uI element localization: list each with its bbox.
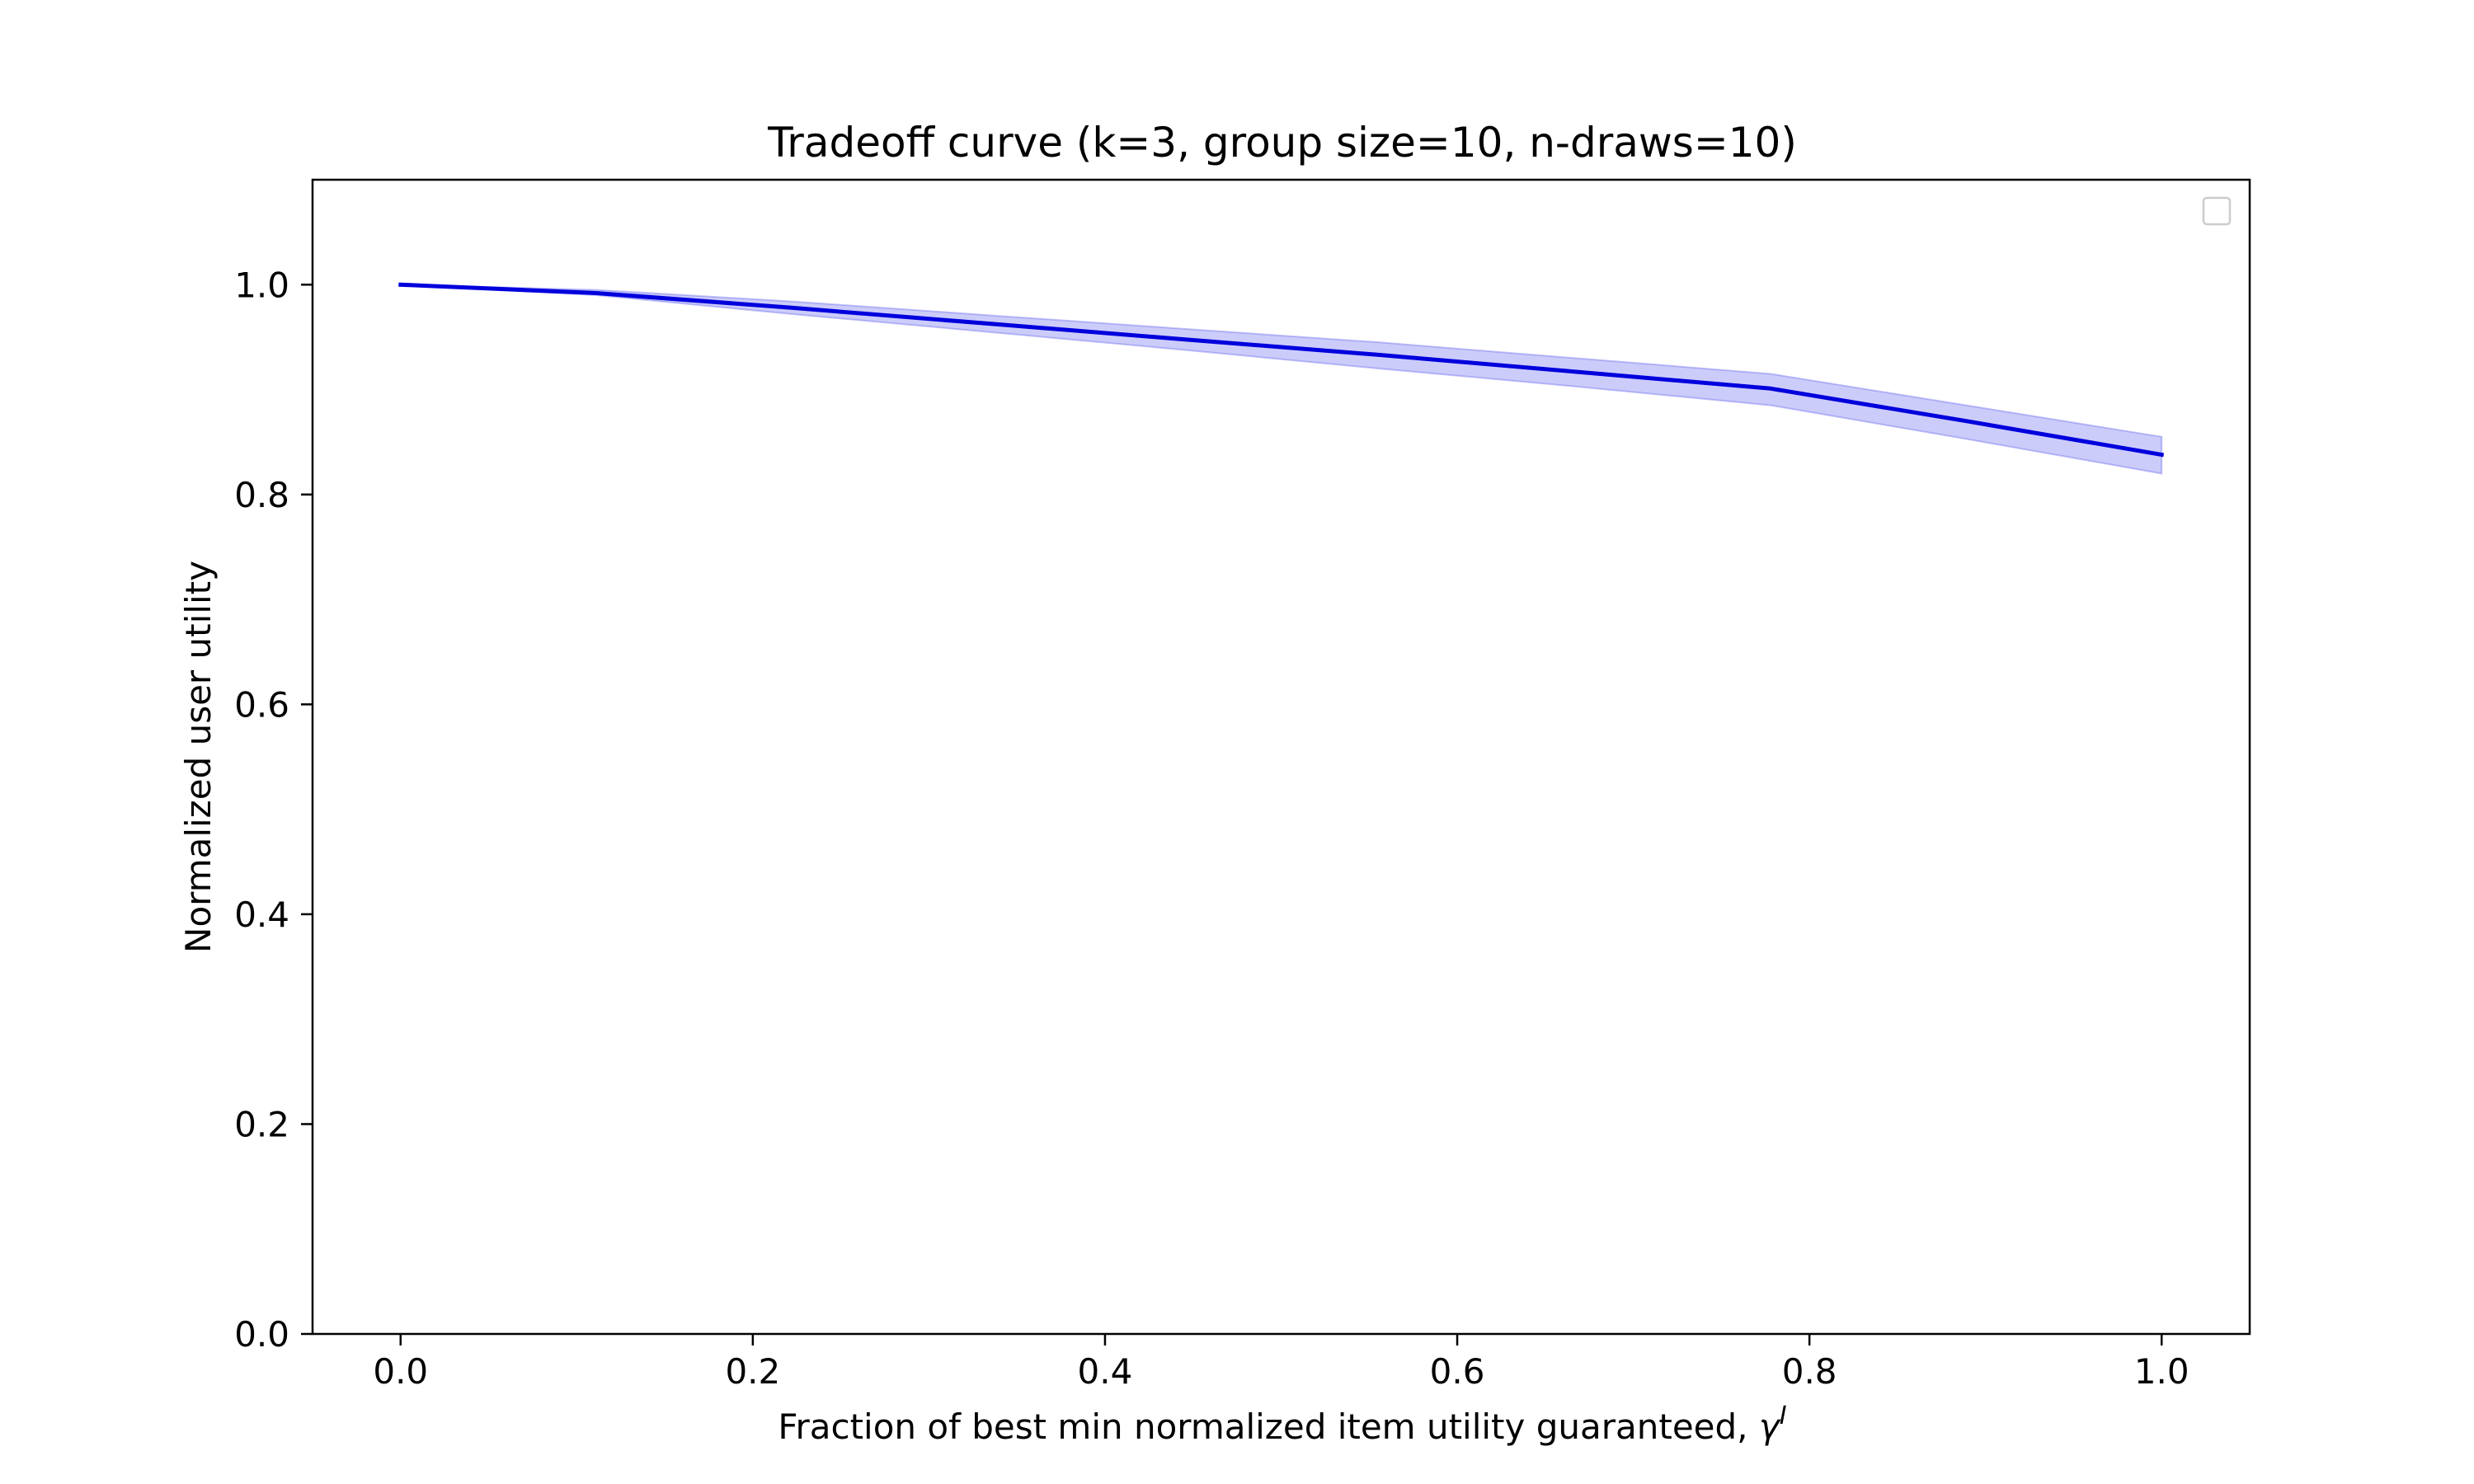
data-point	[2160, 453, 2164, 457]
x-axis-ticks: 0.0 0.2 0.4 0.6 0.8 1.0	[373, 1334, 2189, 1392]
y-tick-label: 0.2	[234, 1104, 289, 1144]
series-line-0	[398, 282, 2165, 458]
y-tick-label: 0.4	[234, 895, 289, 935]
y-tick-label: 0.8	[234, 475, 289, 515]
x-tick-label: 0.8	[1782, 1351, 1837, 1392]
data-point	[398, 283, 402, 287]
x-tick-label: 0.6	[1430, 1351, 1485, 1392]
data-point	[1180, 337, 1184, 341]
legend-box	[2202, 196, 2232, 226]
y-tick-label: 0.6	[234, 684, 289, 725]
y-axis-label: Normalized user utility	[178, 561, 219, 953]
data-point	[1573, 369, 1578, 373]
x-axis-label-symbol: γ	[1759, 1407, 1781, 1447]
y-tick-label: 0.0	[234, 1314, 289, 1355]
y-axis-ticks: 0.0 0.2 0.4 0.6 0.8 1.0	[234, 265, 313, 1355]
x-tick-label: 0.4	[1078, 1351, 1133, 1392]
x-tick-label: 0.0	[373, 1351, 428, 1392]
data-point	[789, 306, 793, 310]
data-point	[1964, 419, 1968, 423]
data-point	[594, 291, 598, 295]
x-axis-label-superscript: I	[1780, 1402, 1787, 1430]
x-tick-label: 1.0	[2134, 1351, 2189, 1392]
chart-title: Tradeoff curve (k=3, group size=10, n-dr…	[767, 119, 1797, 167]
x-axis-label-text: Fraction of best min normalized item uti…	[778, 1407, 1758, 1447]
x-tick-label: 0.2	[725, 1351, 780, 1392]
data-point	[985, 322, 989, 326]
x-axis-label: Fraction of best min normalized item uti…	[778, 1402, 1786, 1447]
data-point	[1378, 353, 1382, 357]
series-line-layer	[398, 282, 2165, 458]
plot-area-frame	[311, 178, 2251, 1336]
data-point	[1769, 387, 1773, 391]
y-tick-label: 1.0	[234, 265, 289, 305]
